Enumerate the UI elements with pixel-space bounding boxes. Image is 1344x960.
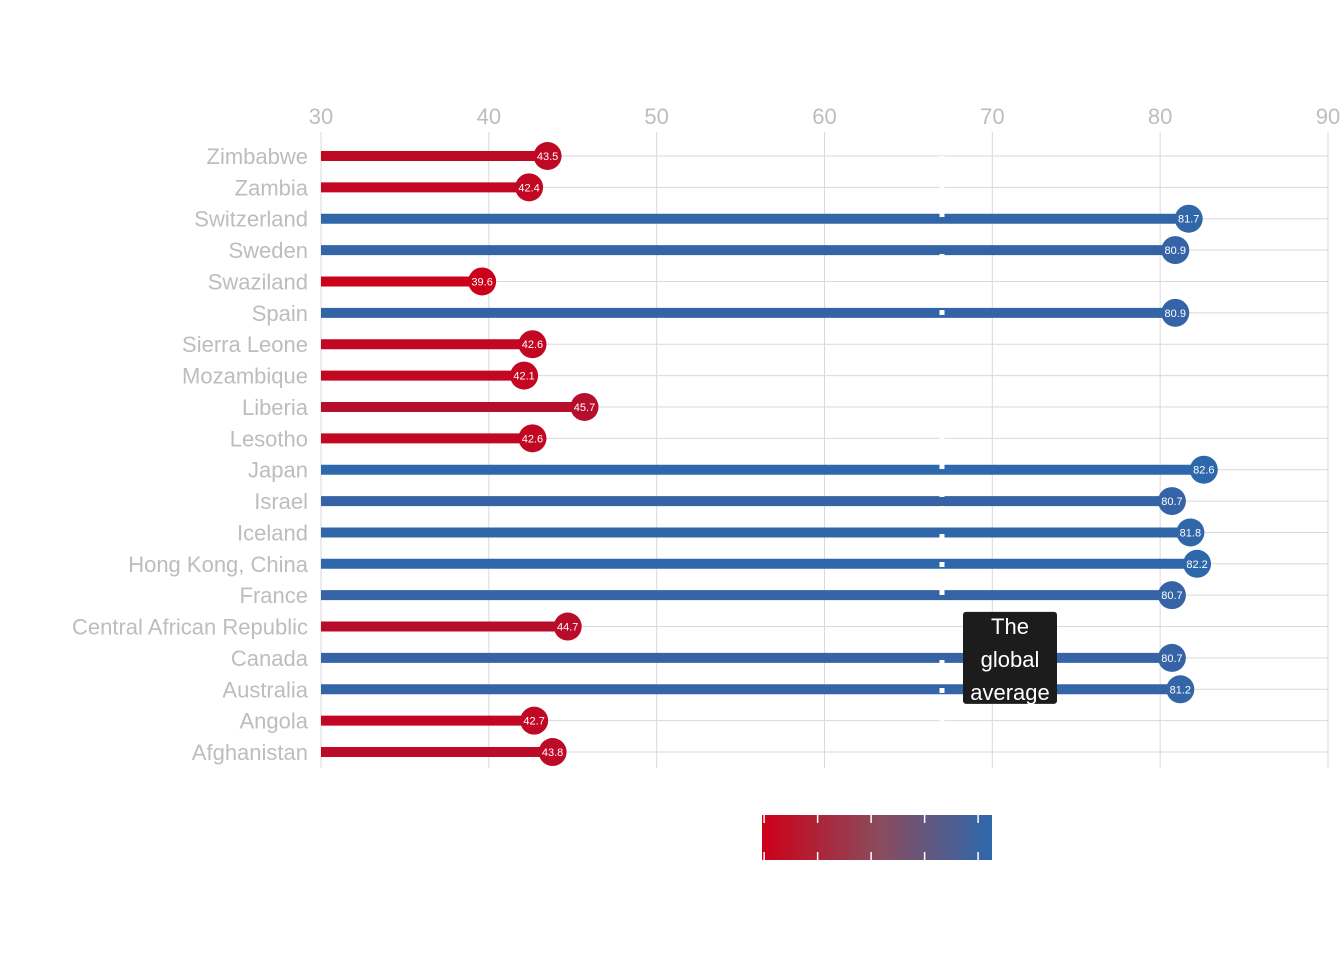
colorbar-legend [762,815,992,860]
lollipop-dot [1176,518,1205,547]
x-tick-label: 50 [644,104,668,129]
lollipop-dot [468,267,497,296]
lollipop-dot [515,173,544,202]
lollipop-dots: 43.5 42.4 81.7 80.9 39.6 80.9 42.6 42.1 45.7 42.6… [468,142,1218,767]
category-label: Central African Republic [72,615,308,640]
lollipop-dot [1183,549,1212,578]
value-label: 81.2 [1170,684,1191,696]
category-label: Swaziland [208,269,308,294]
annotation-text: average [970,680,1050,705]
value-label: 80.9 [1165,245,1186,257]
lollipop-dot [1161,298,1190,327]
category-label: Hong Kong, China [128,552,309,577]
x-tick-label: 30 [309,104,333,129]
value-label: 82.2 [1186,559,1207,571]
value-label: 80.7 [1161,496,1182,508]
value-label: 42.6 [522,339,543,351]
lollipop-dot [1157,487,1186,516]
category-label: Sierra Leone [182,332,308,357]
value-label: 81.8 [1180,527,1201,539]
category-label: Iceland [237,520,308,545]
category-label: Australia [222,677,308,702]
value-label: 43.8 [542,747,563,759]
x-tick-label: 40 [477,104,501,129]
lollipop-stems [321,151,1204,758]
category-label: France [240,583,308,608]
lollipop-dot [553,612,582,641]
lollipop-dot [518,330,547,359]
category-label: Afghanistan [192,740,308,765]
value-label: 42.4 [518,182,539,194]
category-label: Zimbabwe [207,144,308,169]
category-label: Mozambique [182,364,308,389]
x-tick-label: 60 [812,104,836,129]
value-label: 44.7 [557,622,578,634]
annotation: The global average [963,611,1057,705]
category-label: Zambia [235,175,309,200]
value-label: 80.9 [1165,308,1186,320]
lollipop-dot [520,706,549,735]
lollipop-dot [1189,455,1218,484]
x-tick-label: 70 [980,104,1004,129]
lollipop-dot [533,142,562,170]
value-label: 43.5 [537,151,558,163]
value-label: 45.7 [574,402,595,414]
value-label: 39.6 [471,276,492,288]
value-label: 42.1 [513,371,534,383]
category-label: Israel [254,489,308,514]
lollipop-dot [570,392,599,421]
category-label: Spain [252,301,308,326]
category-label: Lesotho [230,426,308,451]
x-tick-label: 80 [1148,104,1172,129]
colorbar [762,815,992,860]
x-axis-ticks: 30 40 50 60 70 80 90 [309,104,1340,129]
category-label: Canada [231,646,309,671]
lollipop-dot [1174,204,1203,233]
category-label: Angola [239,709,308,734]
category-labels: Zimbabwe Zambia Switzerland Sweden Swaziland… [72,144,309,765]
annotation-box [963,611,1057,704]
value-label: 80.7 [1161,653,1182,665]
lollipop-dot [1166,675,1195,704]
category-label: Sweden [228,238,308,263]
value-label: 42.6 [522,433,543,445]
annotation-text: The [991,614,1029,639]
value-label: 81.7 [1178,214,1199,226]
category-label: Switzerland [194,207,308,232]
value-label: 82.6 [1193,465,1214,477]
annotation-text: global [981,647,1040,672]
lollipop-dot [538,738,567,767]
value-label: 42.7 [523,716,544,728]
lollipop-dot [510,361,539,390]
value-label: 80.7 [1161,590,1182,602]
lollipop-dot [1161,236,1190,265]
category-label: Liberia [242,395,309,420]
x-tick-label: 90 [1316,104,1340,129]
lollipop-dot [518,424,547,453]
lollipop-dot [1157,581,1186,610]
grid-lines [320,132,1329,768]
lollipop-dot [1157,643,1186,672]
category-label: Japan [248,458,308,483]
